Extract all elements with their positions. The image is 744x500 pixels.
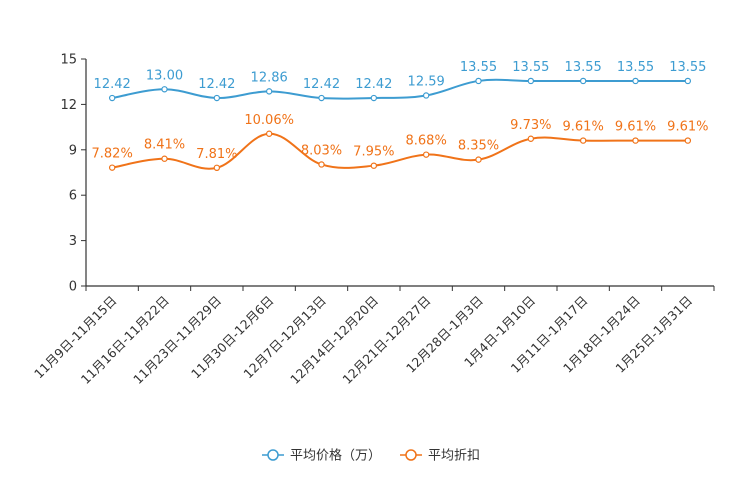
data-point xyxy=(684,137,692,144)
data-point xyxy=(422,151,430,158)
data-label: 13.00 xyxy=(146,68,183,83)
y-tick-label: 6 xyxy=(69,189,77,204)
data-label: 8.41% xyxy=(144,138,185,153)
data-label: 13.55 xyxy=(565,60,602,75)
data-point xyxy=(370,162,378,169)
data-point xyxy=(422,92,430,99)
series-2: 7.82% 8.41% 7.81% 10.06% 8.03% 7.95% 8.68% 8.35… xyxy=(92,113,708,172)
data-label: 12.42 xyxy=(355,77,392,92)
y-tick-label: 3 xyxy=(69,234,77,249)
data-point xyxy=(475,77,482,85)
data-point xyxy=(318,94,325,102)
data-label: 13.55 xyxy=(460,60,497,75)
data-label: 9.61% xyxy=(667,120,708,135)
legend-item-1: 平均价格（万） xyxy=(262,448,381,464)
legend: 平均价格（万） 平均折扣 xyxy=(262,448,480,464)
data-label: 7.95% xyxy=(353,145,394,160)
x-tick-label: 11月23日-11月29日 xyxy=(130,293,224,387)
series-1: 12.42 13.00 12.42 12.86 12.42 12.42 12.59 13.55… xyxy=(94,60,706,102)
y-tick-label: 12 xyxy=(60,98,77,113)
data-point xyxy=(265,130,273,137)
data-point xyxy=(213,164,221,172)
data-label: 10.06% xyxy=(244,113,294,128)
data-point xyxy=(527,77,535,85)
legend-marker xyxy=(405,449,417,461)
x-tick-label: 12月14日-12月20日 xyxy=(287,293,381,387)
data-point xyxy=(318,161,325,168)
data-point xyxy=(475,156,482,163)
data-point xyxy=(161,86,168,93)
legend-label: 平均折扣 xyxy=(428,449,480,464)
data-label: 9.73% xyxy=(510,118,551,133)
data-label: 12.59 xyxy=(408,74,445,89)
data-point xyxy=(579,137,587,144)
data-point xyxy=(108,94,116,102)
data-point xyxy=(579,77,587,85)
data-label: 7.82% xyxy=(92,147,133,162)
data-label: 9.61% xyxy=(615,120,656,135)
data-point xyxy=(265,88,273,95)
legend-label: 平均价格（万） xyxy=(290,448,381,464)
data-point xyxy=(684,77,692,85)
data-point xyxy=(527,135,535,142)
data-label: 8.03% xyxy=(301,143,342,158)
legend-item-2: 平均折扣 xyxy=(400,449,480,464)
data-label: 12.42 xyxy=(94,77,131,92)
data-label: 13.55 xyxy=(512,60,549,75)
data-label: 7.81% xyxy=(196,147,237,162)
data-label: 8.35% xyxy=(458,139,499,154)
data-label: 12.42 xyxy=(198,77,235,92)
data-label: 13.55 xyxy=(669,60,706,75)
data-label: 9.61% xyxy=(563,120,604,135)
data-label: 12.42 xyxy=(303,77,340,92)
data-point xyxy=(632,137,639,144)
x-tick-label: 11月16日-11月22日 xyxy=(78,293,172,387)
y-tick-label: 0 xyxy=(69,280,77,295)
series-line xyxy=(112,78,688,100)
data-point xyxy=(632,77,639,85)
x-tick-label: 12月21日-12月27日 xyxy=(339,293,433,387)
data-label: 12.86 xyxy=(251,70,288,85)
data-label: 8.68% xyxy=(406,134,447,149)
data-label: 13.55 xyxy=(617,60,654,75)
data-point xyxy=(213,94,221,102)
legend-marker xyxy=(267,449,279,461)
y-tick-label: 9 xyxy=(69,143,77,158)
y-tick-label: 15 xyxy=(60,53,77,68)
data-point xyxy=(108,164,116,171)
data-point xyxy=(370,94,378,102)
data-point xyxy=(161,155,168,162)
